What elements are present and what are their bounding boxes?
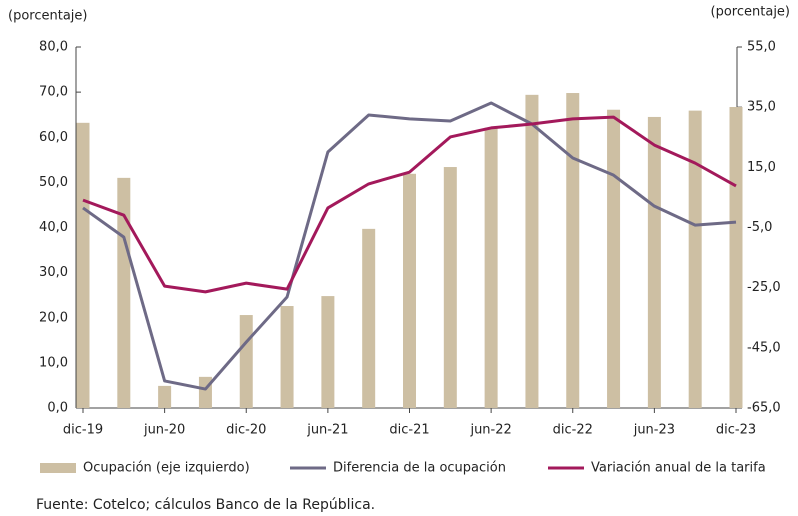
y-tick-label: 20,0 — [39, 310, 68, 325]
bar — [443, 167, 457, 408]
y-tick-label: 80,0 — [39, 40, 68, 55]
legend-label: Ocupación (eje izquierdo) — [83, 461, 250, 476]
y2-tick-label: -5,0 — [747, 220, 772, 235]
x-tick-label: jun-23 — [633, 423, 675, 438]
bar — [158, 385, 172, 408]
y2-tick-label: -65,0 — [747, 401, 781, 416]
y2-tick-label: -25,0 — [747, 280, 781, 295]
y-axis-label: (porcentaje) — [8, 9, 87, 24]
bar — [484, 127, 498, 409]
y-tick-label: 10,0 — [39, 355, 68, 370]
x-tick-label: dic-20 — [226, 423, 266, 438]
y-tick-label: 30,0 — [39, 265, 68, 280]
x-tick-label: dic-19 — [63, 423, 103, 438]
y2-axis-label: (porcentaje) — [711, 5, 790, 20]
bar — [607, 109, 621, 408]
line-series — [82, 101, 737, 391]
y-tick-label: 0,0 — [47, 401, 68, 416]
x-tick-label: dic-23 — [716, 423, 756, 438]
bar — [729, 107, 743, 409]
bar — [403, 173, 416, 408]
x-tick-label: jun-21 — [306, 423, 348, 438]
x-tick-label: dic-22 — [553, 423, 593, 438]
y2-tick-label: -45,0 — [747, 340, 781, 355]
legend-label: Diferencia de la ocupación — [333, 461, 506, 476]
y2-tick-label: 55,0 — [747, 40, 776, 55]
y-tick-label: 70,0 — [39, 85, 68, 100]
legend-swatch — [40, 463, 76, 473]
x-tick-label: jun-20 — [143, 423, 185, 438]
y-tick-label: 60,0 — [39, 130, 68, 145]
bar — [647, 116, 661, 408]
x-tick-label: dic-21 — [389, 423, 429, 438]
legend-label: Variación anual de la tarifa — [591, 461, 766, 476]
source-note: Fuente: Cotelco; cálculos Banco de la Re… — [36, 497, 375, 513]
bar — [280, 306, 294, 408]
bar — [76, 122, 90, 408]
bar — [688, 110, 702, 408]
bar — [525, 94, 539, 409]
y2-tick-label: 15,0 — [747, 160, 776, 175]
y-tick-label: 50,0 — [39, 175, 68, 190]
bar — [566, 93, 580, 408]
bar — [321, 296, 335, 408]
y2-tick-label: 35,0 — [747, 100, 776, 115]
y-tick-label: 40,0 — [39, 220, 68, 235]
bar — [239, 315, 253, 408]
bar — [362, 228, 376, 408]
x-tick-label: jun-22 — [469, 423, 511, 438]
line-series — [82, 115, 737, 294]
